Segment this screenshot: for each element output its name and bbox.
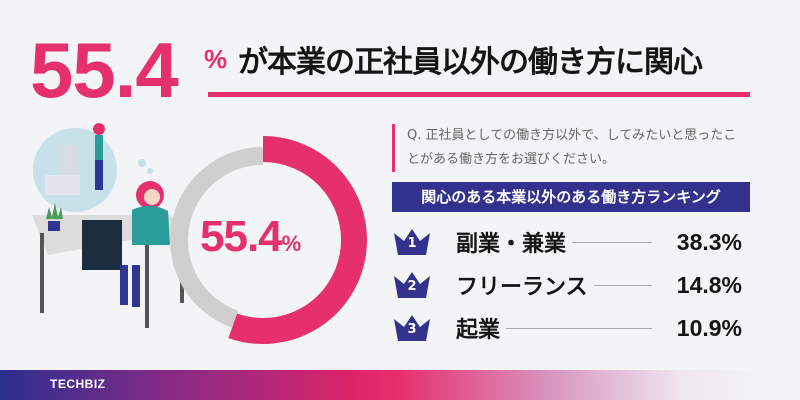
survey-question: Q. 正社員としての働き方以外で、してみたいと思ったことがある働き方をお選びくだ…: [392, 124, 737, 172]
rank-number: 3: [407, 322, 417, 337]
brand-logo: TECHBIZ: [50, 377, 106, 391]
ranking-item: 2 フリーランス 14.8%: [392, 267, 772, 303]
crown-icon: 1: [392, 227, 432, 257]
donut-center-value: 55.4: [200, 212, 283, 261]
donut-slice-other: [170, 147, 264, 328]
rank-number: 1: [407, 236, 417, 251]
donut-center-unit: %: [281, 231, 302, 256]
donut-chart: [170, 136, 367, 344]
headline-unit: %: [204, 44, 228, 74]
leader-line: [506, 327, 652, 329]
headline-text: が本業の正社員以外の働き方に関心: [238, 45, 703, 80]
office-worker-illustration: [32, 123, 185, 328]
rank-label: フリーランス: [456, 275, 588, 300]
headline-underline: [208, 92, 750, 97]
crown-icon: 3: [392, 313, 432, 343]
donut-center-label: 55.4%: [200, 212, 302, 262]
rank-value: 38.3%: [676, 228, 742, 255]
donut-slice-interested: [228, 136, 367, 344]
rank-label: 起業: [456, 318, 501, 343]
rank-value: 10.9%: [676, 314, 742, 341]
leader-line: [572, 241, 652, 243]
rank-number: 2: [407, 279, 417, 294]
rank-label: 副業・兼業: [456, 232, 567, 257]
rank-value: 14.8%: [676, 271, 742, 298]
ranking-title: 関心のある本業以外のある働き方ランキング: [392, 182, 750, 212]
leader-line: [593, 284, 652, 286]
ranking-item: 1 副業・兼業 38.3%: [392, 224, 772, 260]
ranking-item: 3 起業 10.9%: [392, 310, 772, 346]
headline-value: 55.4: [30, 26, 179, 114]
footer-bar: [0, 370, 800, 400]
crown-icon: 2: [392, 270, 432, 300]
